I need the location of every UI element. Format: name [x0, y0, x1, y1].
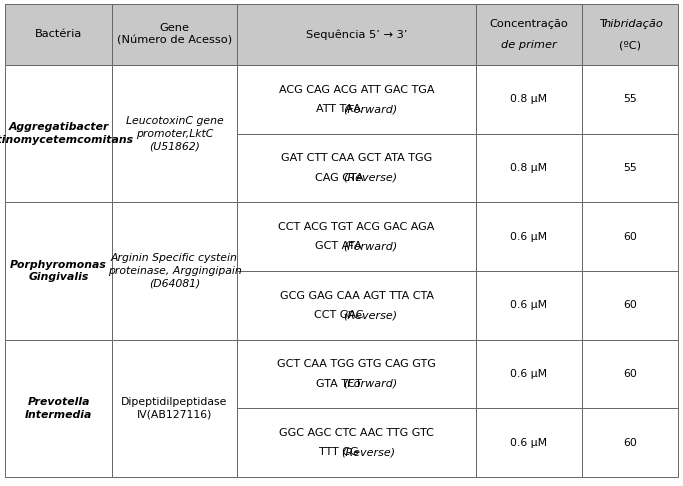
- Bar: [582, 134, 678, 202]
- Text: T: T: [599, 19, 606, 29]
- Text: (Forward): (Forward): [344, 379, 398, 389]
- Text: hibridação: hibridação: [604, 19, 664, 29]
- Text: GCG GAG CAA AGT TTA CTA: GCG GAG CAA AGT TTA CTA: [279, 291, 434, 300]
- Text: Sequência 5’ → 3’: Sequência 5’ → 3’: [306, 29, 407, 40]
- Text: Arginin Specific cystein
proteinase, Arggingipain
(D64081): Arginin Specific cystein proteinase, Arg…: [108, 253, 241, 289]
- Text: 0.6 μM: 0.6 μM: [510, 369, 548, 379]
- Text: (Forward): (Forward): [344, 104, 398, 114]
- Text: LeucotoxinC gene
promoter,LktC
(U51862): LeucotoxinC gene promoter,LktC (U51862): [126, 116, 223, 152]
- Bar: [476, 408, 582, 477]
- Text: 55: 55: [623, 163, 637, 173]
- Bar: [5, 4, 111, 65]
- Text: 60: 60: [623, 369, 637, 379]
- Bar: [237, 134, 476, 202]
- Bar: [476, 340, 582, 408]
- Bar: [111, 202, 237, 340]
- Text: ACG CAG ACG ATT GAC TGA: ACG CAG ACG ATT GAC TGA: [279, 85, 434, 95]
- Text: Porphyromonas
Gingivalis: Porphyromonas Gingivalis: [10, 260, 107, 282]
- Text: 0.6 μM: 0.6 μM: [510, 437, 548, 448]
- Bar: [237, 202, 476, 271]
- Text: Concentração: Concentração: [490, 19, 568, 29]
- Text: (Reverse): (Reverse): [344, 173, 398, 183]
- Text: 60: 60: [623, 300, 637, 310]
- Bar: [237, 408, 476, 477]
- Text: Prevotella
Intermedia: Prevotella Intermedia: [25, 397, 92, 419]
- Bar: [582, 65, 678, 134]
- Bar: [237, 271, 476, 340]
- Bar: [237, 340, 476, 408]
- Text: (ºC): (ºC): [619, 40, 641, 50]
- Text: Gene
(Número de Acesso): Gene (Número de Acesso): [117, 23, 232, 46]
- Text: GCT CAA TGG GTG CAG GTG: GCT CAA TGG GTG CAG GTG: [277, 359, 436, 369]
- Bar: [5, 65, 111, 202]
- Bar: [237, 65, 476, 134]
- Text: de primer: de primer: [501, 40, 557, 50]
- Bar: [5, 202, 111, 340]
- Text: GCT ATA: GCT ATA: [316, 242, 362, 251]
- Bar: [582, 202, 678, 271]
- Text: 55: 55: [623, 94, 637, 104]
- Bar: [111, 65, 237, 202]
- Bar: [237, 4, 476, 65]
- Bar: [476, 134, 582, 202]
- Text: GTA TCT: GTA TCT: [316, 379, 362, 389]
- Text: 60: 60: [623, 232, 637, 242]
- Bar: [582, 4, 678, 65]
- Text: 0.6 μM: 0.6 μM: [510, 232, 548, 242]
- Text: GGC AGC CTC AAC TTG GTC: GGC AGC CTC AAC TTG GTC: [279, 428, 434, 438]
- Text: (Reverse): (Reverse): [342, 447, 395, 457]
- Text: Dipeptidilpeptidase
IV(AB127116): Dipeptidilpeptidase IV(AB127116): [122, 397, 227, 419]
- Bar: [582, 271, 678, 340]
- Text: TTT CG: TTT CG: [319, 447, 359, 457]
- Bar: [476, 4, 582, 65]
- Bar: [476, 65, 582, 134]
- Bar: [5, 340, 111, 477]
- Text: 0.6 μM: 0.6 μM: [510, 300, 548, 310]
- Text: GAT CTT CAA GCT ATA TGG: GAT CTT CAA GCT ATA TGG: [281, 153, 432, 163]
- Text: Bactéria: Bactéria: [35, 30, 82, 39]
- Bar: [582, 340, 678, 408]
- Text: 60: 60: [623, 437, 637, 448]
- Text: (Reverse): (Reverse): [344, 310, 398, 320]
- Text: 0.8 μM: 0.8 μM: [510, 94, 548, 104]
- Bar: [476, 202, 582, 271]
- Text: CCT ACG TGT ACG GAC AGA: CCT ACG TGT ACG GAC AGA: [279, 222, 435, 232]
- Text: CAG CTA: CAG CTA: [315, 173, 363, 183]
- Bar: [582, 408, 678, 477]
- Bar: [111, 340, 237, 477]
- Text: Aggregatibacter
Actinomycetemcomitans: Aggregatibacter Actinomycetemcomitans: [0, 122, 134, 145]
- Text: (Forward): (Forward): [344, 242, 398, 251]
- Text: ATT TAA: ATT TAA: [316, 104, 361, 114]
- Bar: [111, 4, 237, 65]
- Text: CCT GAC: CCT GAC: [314, 310, 363, 320]
- Text: 0.8 μM: 0.8 μM: [510, 163, 548, 173]
- Bar: [476, 271, 582, 340]
